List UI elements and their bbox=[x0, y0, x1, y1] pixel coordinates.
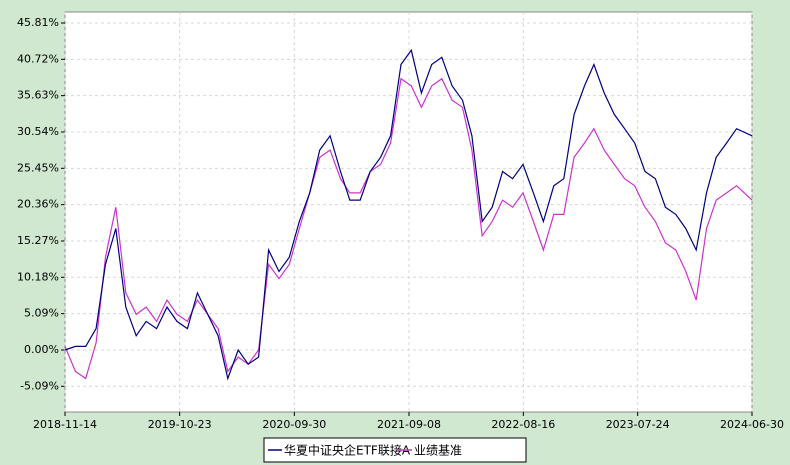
y-tick-label: 25.45% bbox=[17, 161, 59, 174]
y-tick-label: 35.63% bbox=[17, 89, 59, 102]
y-tick-label: 15.27% bbox=[17, 234, 59, 247]
x-tick-label: 2023-07-24 bbox=[606, 418, 670, 431]
y-tick-label: 40.72% bbox=[17, 52, 59, 65]
y-tick-label: 45.81% bbox=[17, 16, 59, 29]
x-tick-label: 2018-11-14 bbox=[33, 418, 97, 431]
y-tick-label: 30.54% bbox=[17, 125, 59, 138]
legend bbox=[263, 437, 527, 463]
y-tick-label: 20.36% bbox=[17, 198, 59, 211]
y-tick-label: -5.09% bbox=[20, 379, 59, 392]
series-line bbox=[64, 48, 753, 381]
y-tick-label: 0.00% bbox=[24, 343, 59, 356]
y-tick-label: 5.09% bbox=[24, 307, 59, 320]
x-tick-label: 2024-06-30 bbox=[720, 418, 784, 431]
x-tick-label: 2020-09-30 bbox=[262, 418, 326, 431]
x-tick-label: 2022-08-16 bbox=[491, 418, 555, 431]
x-tick-label: 2019-10-23 bbox=[148, 418, 212, 431]
legend-label: 华夏中证央企ETF联接A bbox=[284, 443, 411, 458]
y-tick-label: 10.18% bbox=[17, 270, 59, 283]
x-tick-label: 2021-09-08 bbox=[377, 418, 441, 431]
series-line bbox=[64, 77, 753, 380]
legend-label: 业绩基准 bbox=[414, 444, 462, 458]
